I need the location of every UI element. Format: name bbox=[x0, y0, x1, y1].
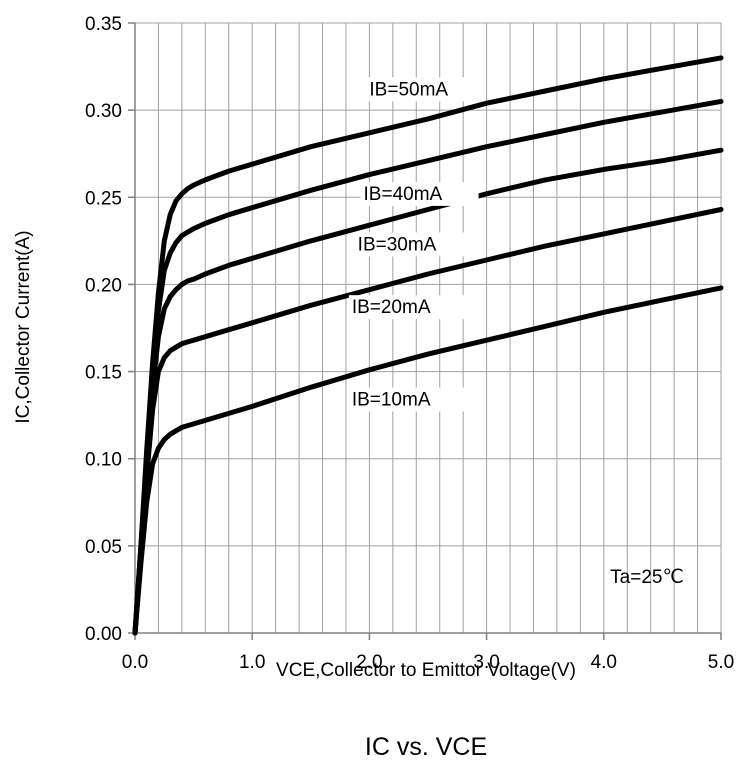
grid bbox=[135, 22, 722, 633]
y-tick-label: 0.00 bbox=[85, 624, 122, 645]
curve-label-background bbox=[360, 181, 479, 206]
curve-label-background bbox=[348, 295, 467, 320]
curve-label-background bbox=[348, 387, 467, 412]
x-tick-label: 3.0 bbox=[473, 652, 499, 673]
y-tick-label: 0.35 bbox=[85, 14, 122, 35]
y-tick-label: 0.05 bbox=[85, 537, 122, 558]
series-line-ib-40ma bbox=[132, 98, 724, 636]
curve-label-background bbox=[366, 77, 485, 102]
series-lines bbox=[132, 55, 724, 636]
x-tick-label: 2.0 bbox=[356, 652, 382, 673]
temperature-annotation: Ta=25℃ bbox=[610, 567, 684, 588]
series-line-ib-50ma bbox=[132, 55, 724, 636]
y-axis-label: IC,Collector Current(A) bbox=[13, 230, 34, 423]
x-tick-label: 4.0 bbox=[591, 652, 617, 673]
curve-label: IB=10mA bbox=[352, 390, 431, 411]
curve-label: IB=30mA bbox=[358, 234, 437, 255]
y-tick-label: 0.25 bbox=[85, 188, 122, 209]
x-tick-label: 1.0 bbox=[239, 652, 265, 673]
curve-label: IB=50mA bbox=[369, 79, 448, 100]
chart-title: IC vs. VCE bbox=[365, 733, 487, 761]
y-tick-label: 0.30 bbox=[85, 101, 122, 122]
curve-label: IB=40mA bbox=[364, 184, 443, 205]
x-axis-label: VCE,Collector to Emittor Voltage(V) bbox=[276, 660, 576, 681]
curve-labels: IB=50mA IB=40mA IB=30mA IB=20mA IB=10mA bbox=[348, 77, 485, 412]
series-line-ib-30ma bbox=[132, 147, 724, 636]
y-tick-label: 0.20 bbox=[85, 275, 122, 296]
tick-labels: 0.00 0.05 0.10 0.15 0.20 0.25 0.30 0.35 0.0 1.0 2.… bbox=[85, 14, 734, 673]
y-tick-label: 0.15 bbox=[85, 363, 122, 384]
x-tick-label: 0.0 bbox=[122, 652, 148, 673]
curve-label-background bbox=[354, 232, 473, 257]
y-tick-label: 0.10 bbox=[85, 450, 122, 471]
curve-label: IB=20mA bbox=[352, 297, 431, 318]
x-tick-label: 5.0 bbox=[708, 652, 734, 673]
axes bbox=[128, 22, 722, 640]
series-line-ib-10ma bbox=[132, 285, 724, 636]
series-line-ib-20ma bbox=[132, 207, 724, 636]
